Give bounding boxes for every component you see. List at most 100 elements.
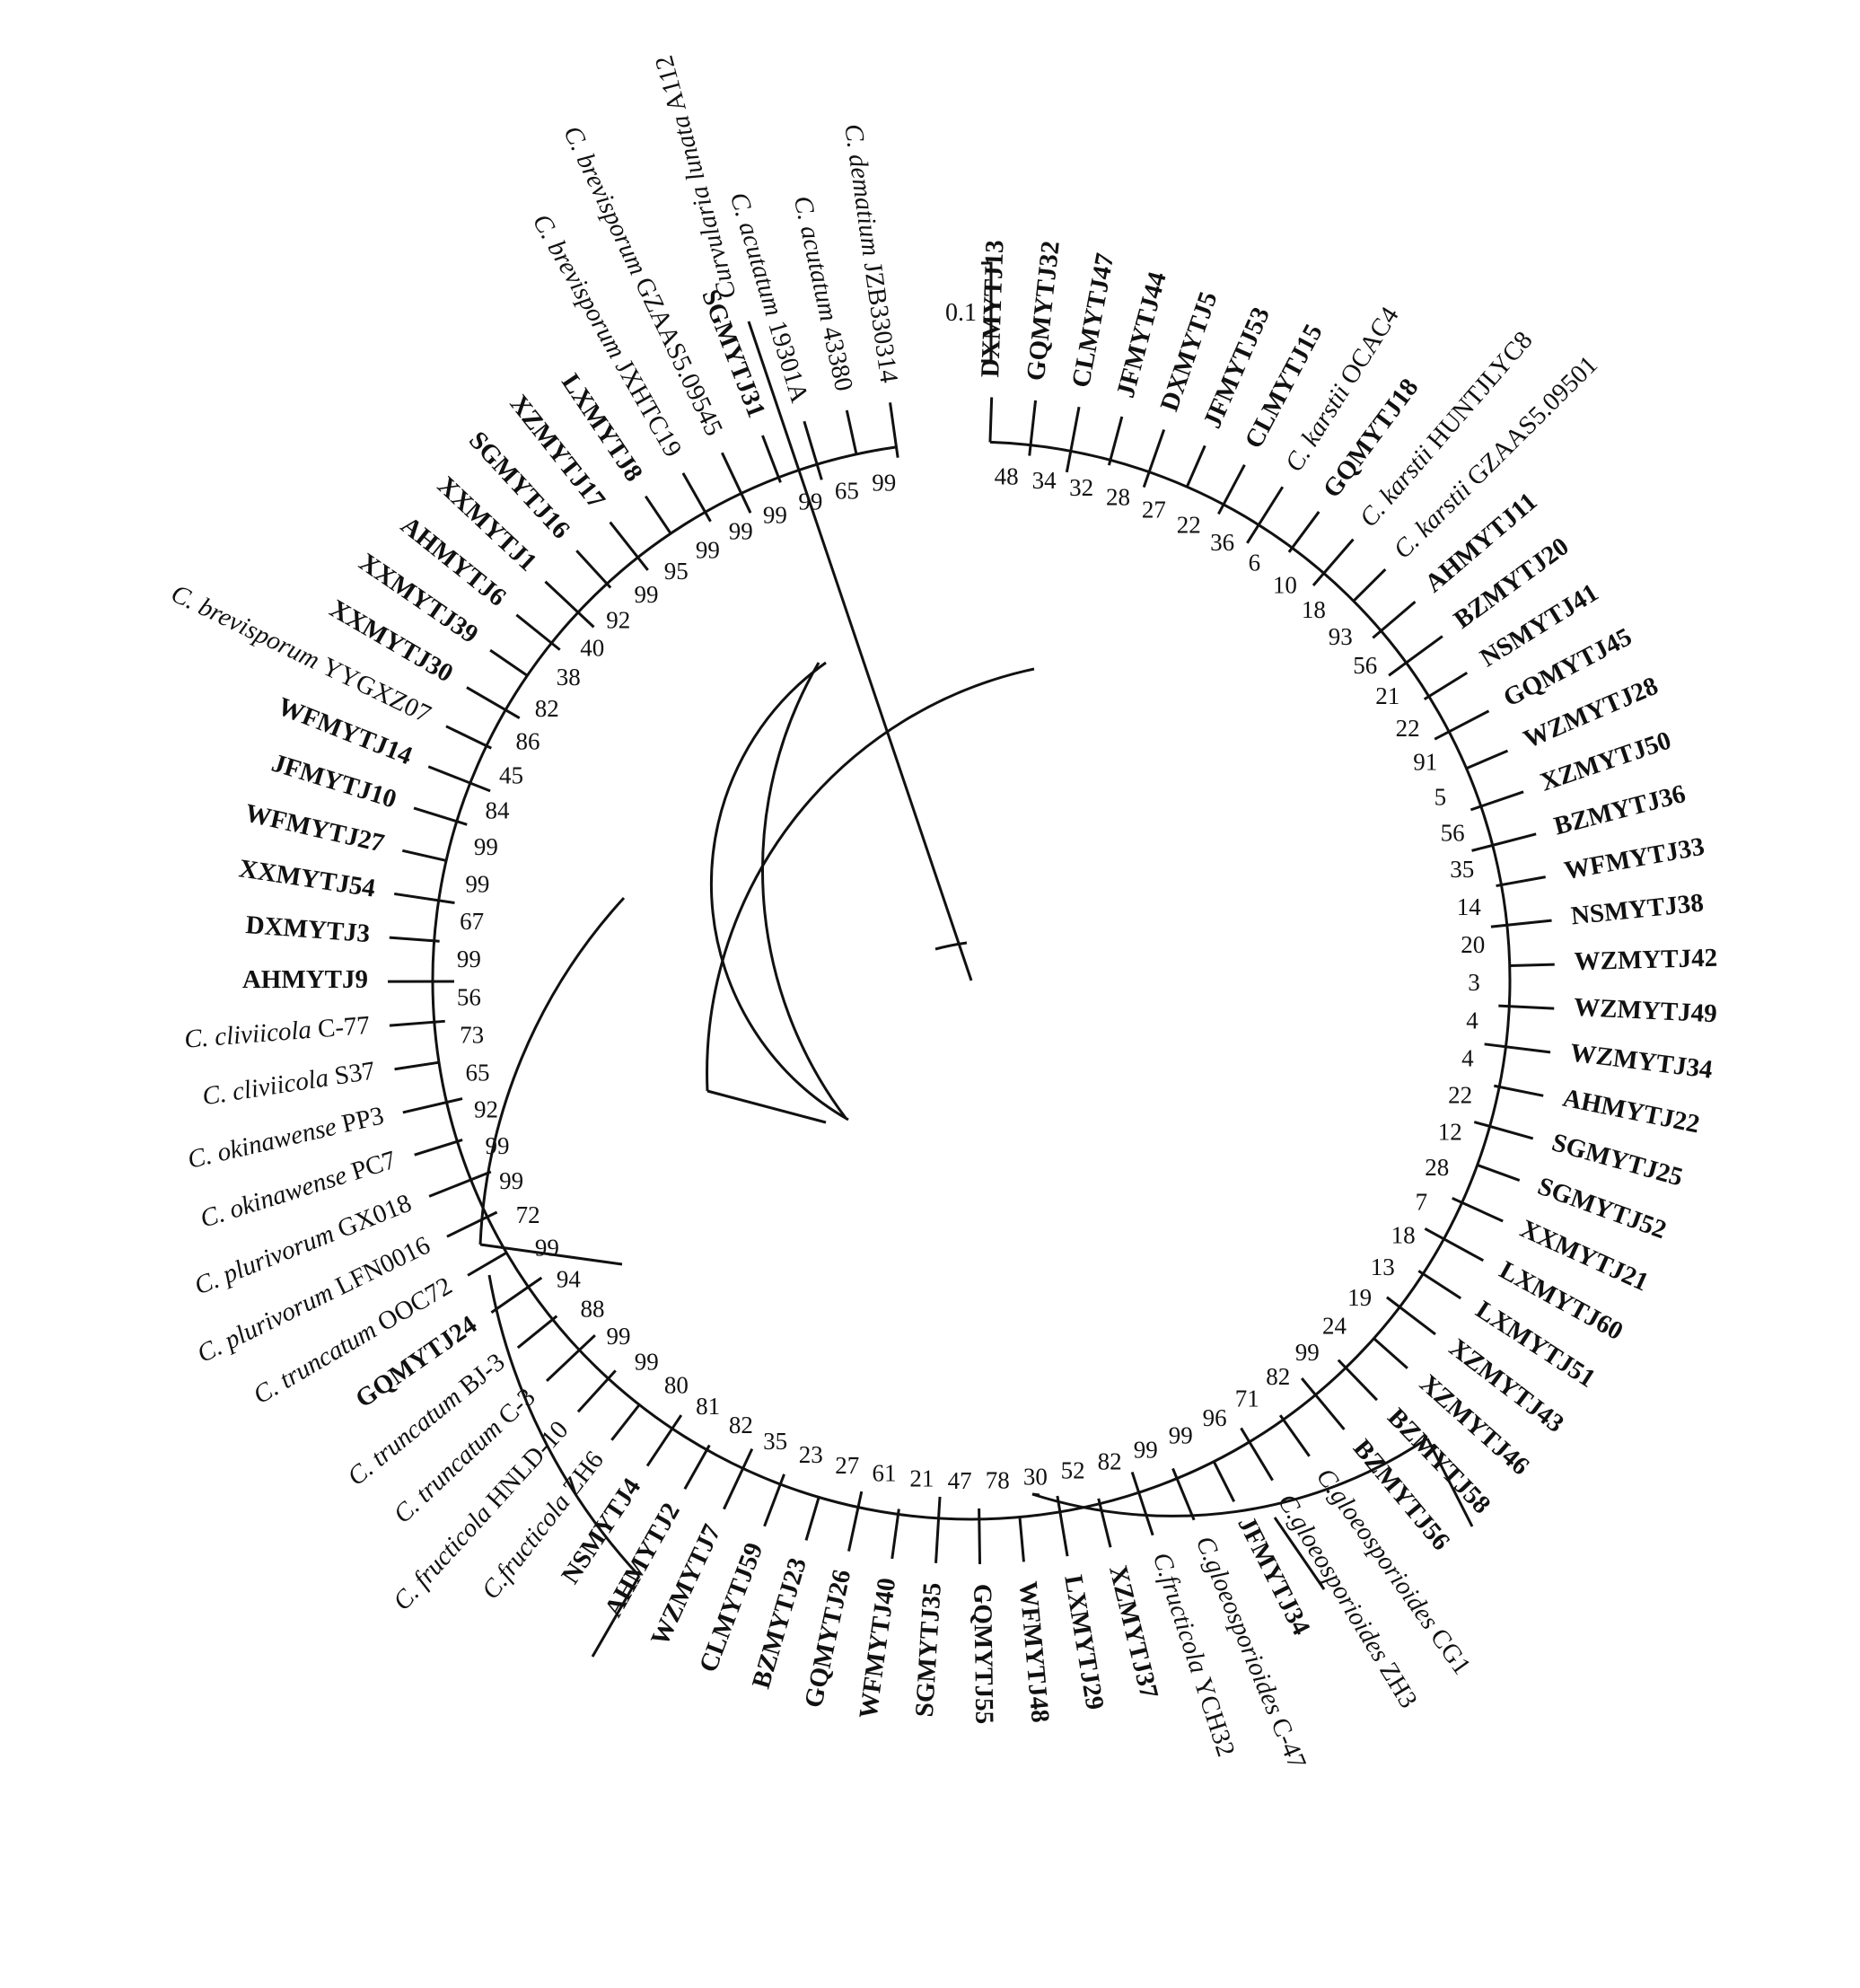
tip-branch xyxy=(1373,1337,1408,1369)
bootstrap-value: 80 xyxy=(664,1372,689,1399)
tip-branch xyxy=(847,1491,864,1552)
taxon-label: GQMYTJ32 xyxy=(1022,240,1066,383)
taxon-strain: GX018 xyxy=(333,1188,415,1243)
bootstrap-value: 35 xyxy=(763,1428,787,1455)
tip-branch xyxy=(1246,486,1285,544)
taxon-label: GQMYTJ55 xyxy=(968,1584,998,1725)
bootstrap-value: 5 xyxy=(1434,783,1447,810)
bootstrap-value: 65 xyxy=(835,478,859,505)
tip-branch xyxy=(1142,428,1166,488)
taxon-label: C. cliviicola C-77 xyxy=(183,1011,371,1054)
taxon-strain: PC7 xyxy=(348,1145,399,1185)
taxon-label: BZMYTJ36 xyxy=(1551,779,1689,841)
tip-branch xyxy=(1278,1414,1311,1457)
bootstrap-value: 22 xyxy=(1177,511,1201,538)
tip-branch xyxy=(1217,463,1246,515)
tip-branch xyxy=(1417,1270,1462,1300)
bootstrap-value: 99 xyxy=(499,1167,523,1194)
taxon-strain: 43380 xyxy=(817,324,859,394)
tip-branch xyxy=(1130,1471,1154,1536)
bootstrap-value: 40 xyxy=(580,634,604,661)
tip-branch xyxy=(803,420,823,480)
tip-branch xyxy=(490,1276,543,1314)
taxon-label: WFMYTJ27 xyxy=(242,798,387,858)
tip-branch xyxy=(1212,1461,1236,1503)
tip-branch xyxy=(1496,875,1546,888)
taxon-label: WFMYTJ48 xyxy=(1013,1580,1055,1724)
taxon-species: C. cliviicola xyxy=(183,1015,319,1053)
tip-branch xyxy=(413,806,468,826)
tip-branch xyxy=(1424,1227,1485,1262)
taxon-label: WZMYTJ34 xyxy=(1568,1038,1714,1084)
bootstrap-value: 45 xyxy=(499,761,523,788)
tip-branch xyxy=(466,686,521,719)
tip-branch xyxy=(1477,1164,1521,1182)
tip-branch xyxy=(575,550,612,589)
bootstrap-value: 81 xyxy=(696,1393,720,1420)
bootstrap-value: 48 xyxy=(995,463,1019,490)
taxon-label: DXMYTJ3 xyxy=(245,910,372,948)
bootstrap-value: 4 xyxy=(1466,1007,1478,1034)
bootstrap-value: 61 xyxy=(873,1460,897,1487)
taxon-label: SGMYTJ35 xyxy=(910,1582,947,1719)
inner-clades xyxy=(478,661,1474,1658)
bootstrap-value: 47 xyxy=(948,1467,972,1494)
taxon-label: WZMYTJ42 xyxy=(1574,944,1717,976)
bootstrap-value: 92 xyxy=(474,1096,498,1123)
bootstrap-value: 56 xyxy=(457,984,481,1011)
tip-branch xyxy=(978,1508,982,1564)
bootstrap-values: 48 34 32 28 27223661018935621229155635142034… xyxy=(457,463,1485,1495)
bootstrap-value: 82 xyxy=(1098,1448,1122,1475)
tip-branch xyxy=(988,397,994,443)
tip-branch xyxy=(723,1448,754,1510)
taxon-strain: C-47 xyxy=(1266,1714,1312,1773)
bootstrap-value: 35 xyxy=(1450,856,1474,883)
bootstrap-value: 18 xyxy=(1391,1222,1416,1249)
taxon-species: C. cliviicola xyxy=(200,1062,337,1111)
tip-branch xyxy=(1452,1197,1504,1223)
tip-branch xyxy=(1465,749,1509,770)
taxon-label: LXMYTJ29 xyxy=(1058,1573,1110,1712)
bootstrap-value: 56 xyxy=(1441,819,1465,846)
tip-branch xyxy=(516,1315,558,1350)
tip-branch xyxy=(389,1019,445,1027)
taxon-species: C. okinawense xyxy=(185,1111,346,1174)
taxon-species: C. brevisporum xyxy=(167,579,330,678)
tip-branch xyxy=(576,1369,617,1413)
bootstrap-value: 38 xyxy=(557,664,581,691)
bootstrap-value: 99 xyxy=(798,488,822,515)
tip-branch xyxy=(1028,400,1038,456)
tip-branch xyxy=(515,613,561,651)
bootstrap-value: 23 xyxy=(799,1441,823,1468)
bootstrap-value: 28 xyxy=(1106,484,1130,511)
bootstrap-value: 52 xyxy=(1061,1457,1085,1484)
tip-branch xyxy=(610,1403,641,1441)
tip-branch xyxy=(402,1097,463,1114)
bootstrap-value: 99 xyxy=(763,502,787,529)
taxon-label: WFMYTJ33 xyxy=(1562,832,1706,886)
tip-branch xyxy=(1240,1427,1274,1482)
bootstrap-value: 96 xyxy=(1203,1404,1227,1431)
tip-branch xyxy=(1490,919,1552,928)
tip-branch xyxy=(1065,406,1081,473)
taxon-species: C. acutatum xyxy=(724,189,790,326)
bootstrap-value: 78 xyxy=(986,1466,1010,1493)
bootstrap-value: 99 xyxy=(872,470,896,497)
tip-branch xyxy=(1386,1296,1436,1336)
bootstrap-value: 94 xyxy=(557,1266,582,1293)
taxon-strain: S37 xyxy=(332,1056,376,1090)
tip-branch xyxy=(1388,635,1443,677)
bootstrap-value: 28 xyxy=(1425,1154,1449,1181)
tip-branch xyxy=(681,472,712,523)
tip-branch xyxy=(389,936,440,943)
bootstrap-value: 18 xyxy=(1302,596,1326,623)
taxon-strain: JZB330314 xyxy=(858,260,904,385)
bootstrap-value: 99 xyxy=(1169,1421,1193,1448)
bootstrap-value: 56 xyxy=(1353,652,1377,679)
tip-branch xyxy=(1473,1121,1534,1140)
tip-branch xyxy=(446,1210,498,1238)
bootstrap-value: 92 xyxy=(606,607,630,634)
bootstrap-value: 13 xyxy=(1371,1253,1395,1280)
bootstrap-value: 72 xyxy=(516,1201,540,1228)
